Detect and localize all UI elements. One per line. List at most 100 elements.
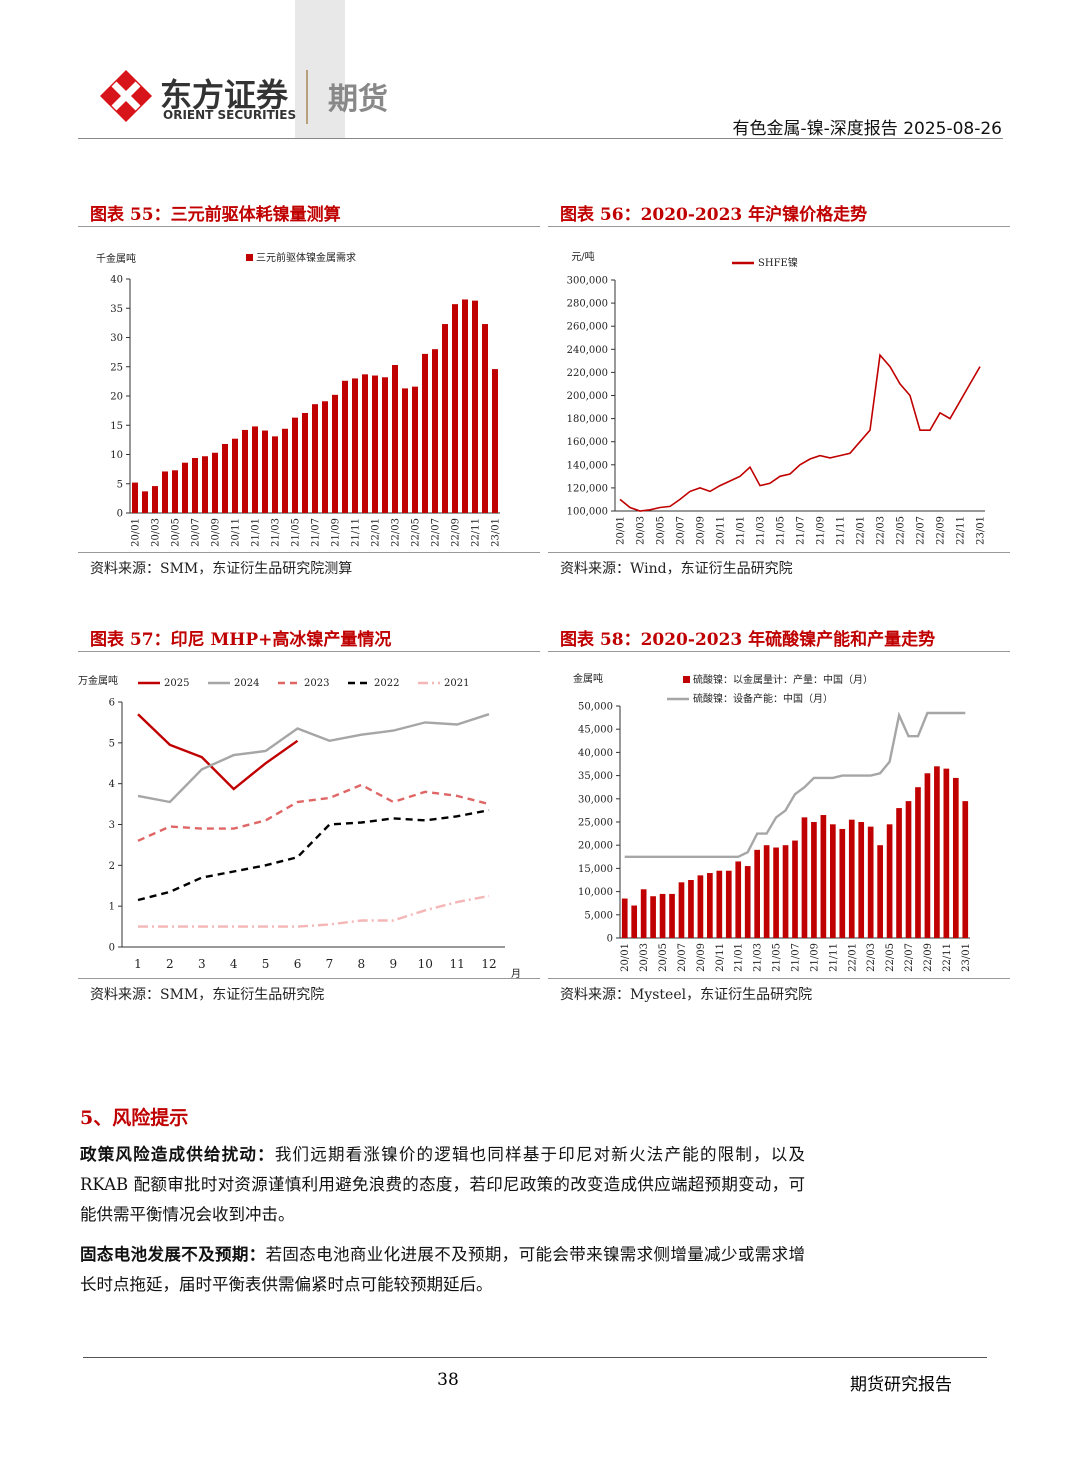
y-tick-label: 2 (109, 861, 115, 872)
bar (650, 896, 656, 938)
x-tick-label: 22/09 (936, 516, 947, 545)
bar (669, 893, 675, 938)
bar (820, 815, 827, 938)
bar (202, 456, 208, 513)
y-tick-label: 30 (110, 333, 123, 344)
y-tick-label: 40 (110, 275, 123, 286)
x-tick-label: 21/09 (816, 516, 827, 545)
x-tick-label: 7 (326, 957, 334, 971)
bar (212, 452, 218, 513)
x-tick-label: 22/05 (411, 518, 422, 547)
x-tick-label: 21/09 (809, 943, 820, 972)
bar (688, 880, 694, 938)
bar (621, 898, 628, 938)
logo-mark (100, 70, 152, 122)
y-tick-label: 30,000 (578, 794, 613, 805)
x-tick-label: 20/03 (151, 518, 162, 547)
chart-title: 图表 57：印尼 MHP+高冰镍产量情况 (90, 630, 392, 650)
x-tick-label: 20/09 (696, 516, 707, 545)
x-tick-label: 22/11 (471, 518, 482, 547)
y-tick-label: 50,000 (578, 702, 613, 713)
bar (659, 893, 666, 938)
x-tick-label: 21/11 (836, 516, 847, 545)
bar (482, 324, 488, 513)
bar (162, 471, 168, 513)
y-tick-label: 0 (607, 934, 613, 945)
y-tick-label: 25 (110, 362, 123, 373)
legend-label: 2021 (444, 678, 469, 689)
x-tick-label: 9 (389, 957, 397, 971)
x-tick-label: 22/05 (896, 516, 907, 545)
legend-label: 三元前驱体镍金属需求 (256, 251, 356, 264)
rule (78, 978, 540, 979)
rule (548, 651, 1010, 652)
x-tick-label: 21/01 (251, 518, 262, 547)
bar (896, 808, 902, 938)
bar (877, 845, 883, 938)
bar (432, 349, 438, 513)
rule (548, 552, 1010, 553)
y-axis-label: 金属吨 (573, 672, 603, 685)
y-tick-label: 20 (110, 392, 123, 403)
y-tick-label: 180,000 (567, 414, 608, 425)
x-tick-label: 22/11 (942, 943, 953, 972)
x-tick-label: 21/01 (736, 516, 747, 545)
chart-title: 图表 56：2020-2023 年沪镍价格走势 (560, 205, 868, 225)
y-tick-label: 3 (109, 820, 115, 831)
x-tick-label: 21/05 (291, 518, 302, 547)
logo-cn: 东方证券 (160, 76, 289, 114)
bar (934, 766, 940, 938)
bar (492, 369, 498, 513)
x-tick-label: 22/09 (923, 943, 934, 972)
line (137, 713, 299, 791)
rule (548, 226, 1010, 227)
bar (858, 822, 865, 938)
bar (422, 353, 428, 513)
bar (678, 882, 685, 938)
line (619, 353, 981, 512)
x-tick-label: 22/01 (847, 943, 858, 972)
x-axis-label: 月 (511, 968, 521, 978)
x-tick-label: 22/07 (431, 518, 442, 547)
x-tick-label: 21/09 (331, 518, 342, 547)
bar (848, 819, 855, 938)
x-tick-label: 21/07 (791, 943, 802, 972)
x-tick-label: 3 (198, 957, 206, 971)
bar (132, 482, 138, 513)
line (137, 783, 490, 842)
x-tick-label: 22/03 (866, 943, 877, 972)
bar (472, 300, 478, 513)
x-tick-label: 21/03 (271, 518, 282, 547)
bar (754, 849, 760, 938)
bar (382, 377, 388, 513)
x-tick-label: 22/05 (885, 943, 896, 972)
bar (282, 428, 288, 513)
bar (262, 430, 268, 513)
x-tick-label: 23/01 (961, 943, 972, 972)
bar (442, 324, 448, 513)
bar (352, 378, 358, 513)
x-tick-label: 6 (294, 957, 302, 971)
x-tick-label: 21/03 (756, 516, 767, 545)
bar (735, 861, 742, 938)
x-tick-label: 20/07 (677, 943, 688, 972)
bar (952, 777, 959, 938)
bar (372, 375, 378, 513)
bar (716, 870, 723, 938)
rule (78, 651, 540, 652)
bar (707, 873, 713, 938)
legend-swatch (683, 676, 690, 683)
x-tick-label: 22/01 (856, 516, 867, 545)
y-tick-label: 140,000 (567, 460, 608, 471)
line (624, 711, 966, 858)
x-tick-label: 5 (262, 957, 270, 971)
x-tick-label: 20/01 (131, 518, 142, 547)
bar (811, 822, 817, 938)
bar (697, 875, 704, 938)
y-tick-label: 260,000 (567, 322, 608, 333)
rule (78, 226, 540, 227)
legend-label: 硫酸镍：以金属量计：产量：中国（月） (693, 673, 873, 686)
x-tick-label: 20/11 (716, 516, 727, 545)
bar (867, 826, 874, 938)
x-tick-label: 23/01 (491, 518, 502, 547)
